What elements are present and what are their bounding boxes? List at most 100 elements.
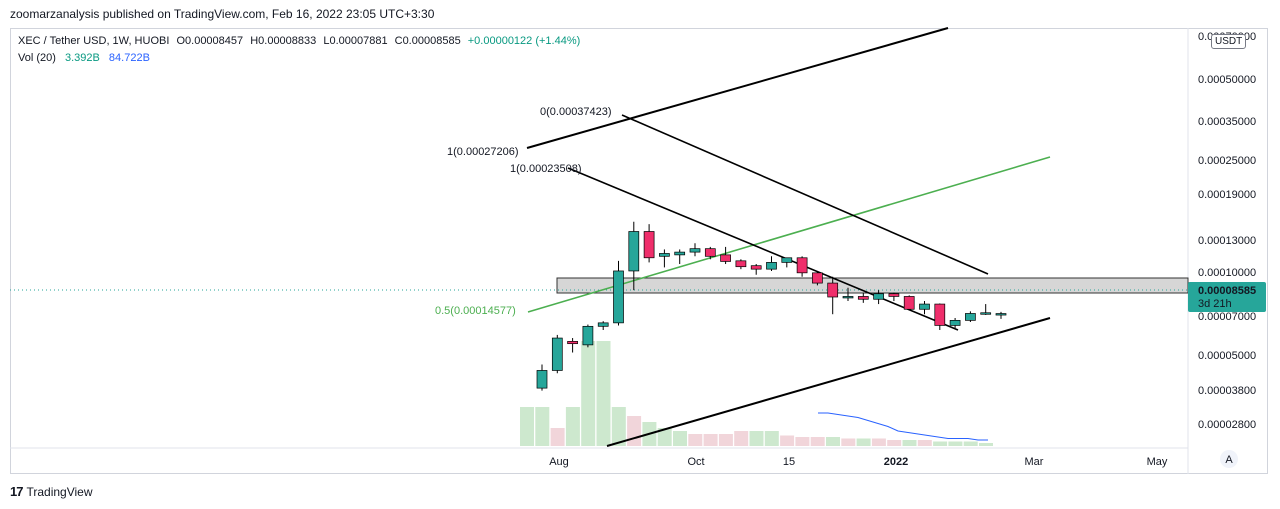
price-tick-label: 0.00002800 <box>1198 419 1256 431</box>
volume-bar <box>657 428 672 446</box>
volume-label: Vol (20) <box>18 52 56 64</box>
candle-body <box>919 303 930 310</box>
candle-body <box>995 313 1007 316</box>
volume-bar <box>979 443 993 446</box>
time-tick-label: 2022 <box>884 456 908 468</box>
price-tick-label: 0.00025000 <box>1198 155 1256 167</box>
candle-body <box>903 296 915 310</box>
volume-bar <box>749 431 764 446</box>
volume-bar <box>963 441 978 446</box>
volume-bar <box>933 441 948 446</box>
volume-bar <box>917 440 932 446</box>
volume-bar <box>856 438 871 446</box>
volume-bar <box>520 407 534 446</box>
candle-body <box>796 257 808 274</box>
price-badge-value: 0.00008585 <box>1198 285 1256 297</box>
candle-body <box>689 248 701 253</box>
volume-bar <box>948 441 963 446</box>
candle-body <box>536 370 548 389</box>
volume-bar <box>703 434 718 446</box>
volume-bar <box>535 407 550 446</box>
upper-channel-line <box>526 27 949 149</box>
auto-scale-label: A <box>1225 454 1233 466</box>
price-tick-label: 0.00010000 <box>1198 267 1256 279</box>
candle-body <box>873 293 884 300</box>
falling-wedge-top <box>621 114 989 275</box>
volume-bar <box>795 437 810 446</box>
volume-bar <box>550 428 565 446</box>
candle-body <box>720 254 731 262</box>
candle-body <box>980 312 992 315</box>
volume-value: 3.392B <box>64 52 100 64</box>
symbol-legend[interactable]: XEC / Tether USD, 1W, HUOBI O0.00008457 … <box>18 35 580 47</box>
volume-bar <box>902 440 917 446</box>
candle-body <box>949 320 961 326</box>
candle-body <box>934 303 946 326</box>
candle-body <box>888 293 900 297</box>
volume-bar <box>810 437 825 446</box>
brand-name: TradingView <box>26 484 93 499</box>
volume-bar <box>841 438 856 446</box>
fib-annotation: 0.5(0.00014577) <box>435 305 516 317</box>
candle-body <box>812 272 823 284</box>
volume-bar <box>688 434 703 446</box>
price-tick-label: 0.00019000 <box>1198 189 1256 201</box>
price-tick-label: 0.00050000 <box>1198 74 1256 86</box>
falling-wedge-bottom <box>567 167 959 331</box>
volume-legend[interactable]: Vol (20) 3.392B 84.722B <box>18 52 150 64</box>
open-value: O0.00008457 <box>176 35 244 47</box>
price-badge-countdown: 3d 21h <box>1198 298 1232 310</box>
candle-body <box>704 248 716 257</box>
fib-annotation: 1(0.00027206) <box>447 146 519 158</box>
volume-bar <box>596 341 611 446</box>
time-tick-label: Oct <box>687 456 704 468</box>
candle-body <box>597 322 609 327</box>
price-badge <box>1188 282 1266 312</box>
tv-logo-icon: 17 <box>10 484 24 499</box>
currency-button[interactable]: USDT <box>1211 34 1247 49</box>
volume-bar <box>581 341 596 446</box>
candle-body <box>613 270 624 324</box>
support-zone <box>556 277 1189 294</box>
volume-bar <box>826 437 840 446</box>
volume-bar <box>764 431 779 446</box>
lower-channel-line <box>606 317 1051 447</box>
candle-body <box>750 265 762 270</box>
candle-body <box>643 231 655 259</box>
volume-bar <box>734 431 749 446</box>
time-tick-label: Aug <box>549 456 569 468</box>
candle-body <box>567 341 578 345</box>
chart-frame[interactable] <box>10 28 1268 474</box>
footer: 17 TradingView <box>10 484 93 499</box>
time-tick-label: Mar <box>1025 456 1044 468</box>
candle-body <box>965 313 976 321</box>
candle-body <box>628 231 640 272</box>
volume-bar <box>871 438 886 446</box>
volume-bar <box>627 416 642 446</box>
time-tick-label: 15 <box>783 456 795 468</box>
time-tick-label: May <box>1147 456 1168 468</box>
candle-body <box>659 253 670 257</box>
volume-bar <box>673 431 687 446</box>
volume-bar <box>565 407 580 446</box>
candle-body <box>582 325 594 346</box>
close-value: C0.00008585 <box>394 35 461 47</box>
volume-bar <box>887 440 902 446</box>
fib-annotation: 1(0.00023508) <box>510 163 582 175</box>
candle-body <box>827 282 839 298</box>
volume-ma-line <box>818 412 988 441</box>
symbol-name[interactable]: XEC / Tether USD, 1W, HUOBI <box>18 35 170 47</box>
candle-body <box>551 337 563 371</box>
price-tick-label: 0.00005000 <box>1198 350 1256 362</box>
candle-body <box>842 296 854 299</box>
price-tick-label: 0.00013000 <box>1198 235 1256 247</box>
candle-body <box>735 260 747 268</box>
volume-bar <box>718 434 733 446</box>
volume-bar <box>611 407 626 446</box>
publisher-line: zoomarzanalysis published on TradingView… <box>10 7 435 21</box>
price-tick-label: 0.00035000 <box>1198 116 1256 128</box>
fib-annotation: 0(0.00037423) <box>540 106 612 118</box>
candle-body <box>766 262 777 270</box>
volume-bar <box>780 435 795 446</box>
